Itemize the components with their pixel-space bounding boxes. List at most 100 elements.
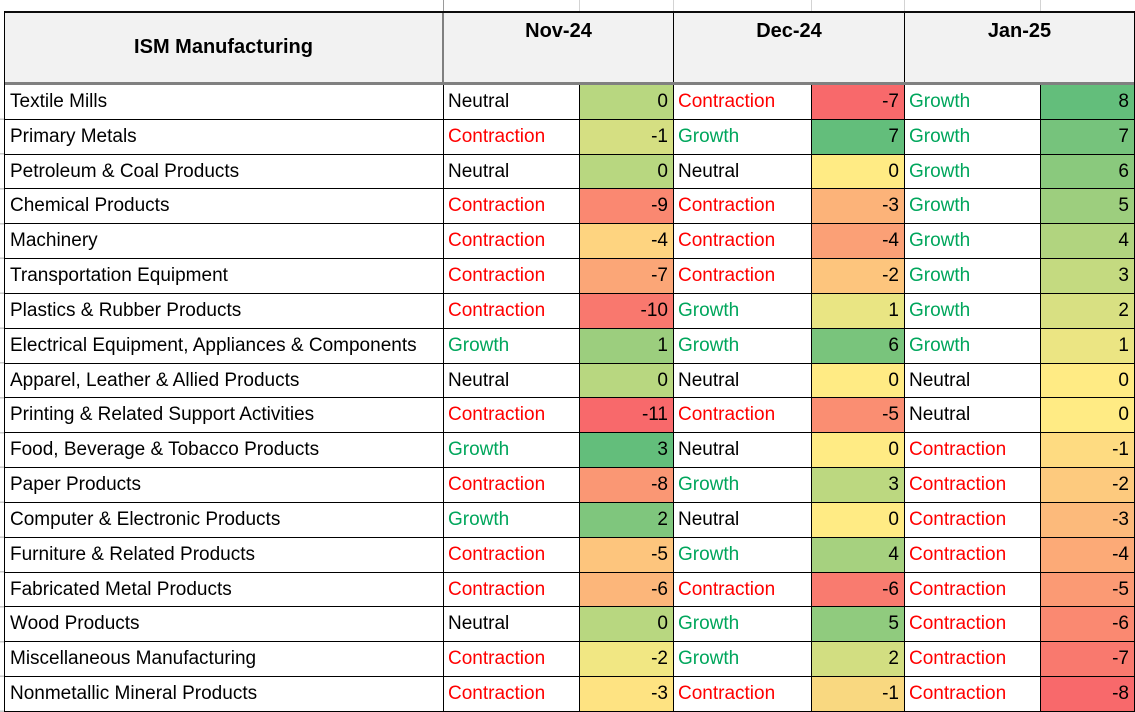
value-cell-dec24[interactable]: -3: [812, 189, 905, 224]
value-cell-nov24[interactable]: -2: [580, 642, 674, 677]
status-cell-dec24[interactable]: Neutral: [674, 154, 812, 189]
month-header-nov24[interactable]: Nov-24: [444, 13, 674, 82]
status-cell-jan25[interactable]: Growth: [905, 154, 1041, 189]
value-cell-jan25[interactable]: -6: [1041, 607, 1134, 642]
value-cell-dec24[interactable]: -4: [812, 224, 905, 259]
status-cell-jan25[interactable]: Neutral: [905, 363, 1041, 398]
value-cell-jan25[interactable]: -8: [1041, 677, 1134, 711]
product-cell[interactable]: Fabricated Metal Products: [5, 572, 444, 607]
status-cell-nov24[interactable]: Neutral: [444, 607, 580, 642]
status-cell-dec24[interactable]: Growth: [674, 468, 812, 502]
status-cell-nov24[interactable]: Contraction: [444, 572, 580, 607]
value-cell-dec24[interactable]: 0: [812, 154, 905, 189]
status-cell-dec24[interactable]: Growth: [674, 642, 812, 677]
status-cell-jan25[interactable]: Contraction: [905, 468, 1041, 502]
product-cell[interactable]: Furniture & Related Products: [5, 537, 444, 572]
table-title-cell[interactable]: ISM Manufacturing: [5, 13, 444, 82]
value-cell-jan25[interactable]: 8: [1041, 85, 1134, 119]
value-cell-dec24[interactable]: 0: [812, 363, 905, 398]
product-cell[interactable]: Miscellaneous Manufacturing: [5, 642, 444, 677]
status-cell-jan25[interactable]: Growth: [905, 328, 1041, 363]
status-cell-nov24[interactable]: Neutral: [444, 363, 580, 398]
product-cell[interactable]: Textile Mills: [5, 85, 444, 119]
status-cell-jan25[interactable]: Growth: [905, 85, 1041, 119]
status-cell-dec24[interactable]: Growth: [674, 119, 812, 154]
value-cell-dec24[interactable]: 0: [812, 502, 905, 537]
value-cell-nov24[interactable]: -8: [580, 468, 674, 502]
value-cell-dec24[interactable]: -5: [812, 398, 905, 433]
product-cell[interactable]: Plastics & Rubber Products: [5, 293, 444, 328]
value-cell-jan25[interactable]: 5: [1041, 189, 1134, 224]
status-cell-jan25[interactable]: Contraction: [905, 607, 1041, 642]
status-cell-nov24[interactable]: Neutral: [444, 154, 580, 189]
status-cell-nov24[interactable]: Growth: [444, 328, 580, 363]
value-cell-jan25[interactable]: 0: [1041, 398, 1134, 433]
product-cell[interactable]: Paper Products: [5, 468, 444, 502]
status-cell-jan25[interactable]: Contraction: [905, 677, 1041, 711]
status-cell-nov24[interactable]: Contraction: [444, 537, 580, 572]
value-cell-jan25[interactable]: 0: [1041, 363, 1134, 398]
value-cell-nov24[interactable]: 0: [580, 363, 674, 398]
value-cell-dec24[interactable]: 5: [812, 607, 905, 642]
status-cell-nov24[interactable]: Contraction: [444, 259, 580, 293]
value-cell-nov24[interactable]: 0: [580, 607, 674, 642]
product-cell[interactable]: Petroleum & Coal Products: [5, 154, 444, 189]
value-cell-dec24[interactable]: -6: [812, 572, 905, 607]
status-cell-dec24[interactable]: Contraction: [674, 224, 812, 259]
value-cell-jan25[interactable]: -4: [1041, 537, 1134, 572]
status-cell-nov24[interactable]: Contraction: [444, 119, 580, 154]
value-cell-dec24[interactable]: 4: [812, 537, 905, 572]
value-cell-dec24[interactable]: -7: [812, 85, 905, 119]
value-cell-nov24[interactable]: -10: [580, 293, 674, 328]
status-cell-jan25[interactable]: Neutral: [905, 398, 1041, 433]
value-cell-dec24[interactable]: -2: [812, 259, 905, 293]
value-cell-jan25[interactable]: -1: [1041, 433, 1134, 468]
value-cell-nov24[interactable]: -5: [580, 537, 674, 572]
value-cell-nov24[interactable]: -9: [580, 189, 674, 224]
status-cell-jan25[interactable]: Growth: [905, 119, 1041, 154]
status-cell-nov24[interactable]: Contraction: [444, 642, 580, 677]
value-cell-dec24[interactable]: 6: [812, 328, 905, 363]
status-cell-jan25[interactable]: Growth: [905, 224, 1041, 259]
status-cell-jan25[interactable]: Growth: [905, 259, 1041, 293]
status-cell-nov24[interactable]: Contraction: [444, 224, 580, 259]
status-cell-dec24[interactable]: Growth: [674, 293, 812, 328]
value-cell-nov24[interactable]: -7: [580, 259, 674, 293]
product-cell[interactable]: Wood Products: [5, 607, 444, 642]
status-cell-nov24[interactable]: Contraction: [444, 677, 580, 711]
value-cell-nov24[interactable]: -6: [580, 572, 674, 607]
value-cell-nov24[interactable]: 3: [580, 433, 674, 468]
value-cell-nov24[interactable]: -3: [580, 677, 674, 711]
product-cell[interactable]: Chemical Products: [5, 189, 444, 224]
product-cell[interactable]: Nonmetallic Mineral Products: [5, 677, 444, 711]
month-header-dec24[interactable]: Dec-24: [674, 13, 905, 82]
value-cell-jan25[interactable]: 7: [1041, 119, 1134, 154]
value-cell-dec24[interactable]: 7: [812, 119, 905, 154]
value-cell-nov24[interactable]: -11: [580, 398, 674, 433]
status-cell-dec24[interactable]: Growth: [674, 607, 812, 642]
value-cell-dec24[interactable]: 1: [812, 293, 905, 328]
status-cell-nov24[interactable]: Contraction: [444, 398, 580, 433]
status-cell-dec24[interactable]: Contraction: [674, 572, 812, 607]
status-cell-jan25[interactable]: Contraction: [905, 502, 1041, 537]
value-cell-nov24[interactable]: 0: [580, 85, 674, 119]
value-cell-dec24[interactable]: 2: [812, 642, 905, 677]
status-cell-dec24[interactable]: Growth: [674, 328, 812, 363]
status-cell-jan25[interactable]: Contraction: [905, 537, 1041, 572]
status-cell-dec24[interactable]: Neutral: [674, 363, 812, 398]
value-cell-nov24[interactable]: 2: [580, 502, 674, 537]
value-cell-jan25[interactable]: 4: [1041, 224, 1134, 259]
status-cell-dec24[interactable]: Growth: [674, 537, 812, 572]
value-cell-jan25[interactable]: -3: [1041, 502, 1134, 537]
value-cell-jan25[interactable]: 3: [1041, 259, 1134, 293]
value-cell-nov24[interactable]: -4: [580, 224, 674, 259]
value-cell-jan25[interactable]: -7: [1041, 642, 1134, 677]
status-cell-jan25[interactable]: Contraction: [905, 642, 1041, 677]
month-header-jan25[interactable]: Jan-25: [905, 13, 1134, 82]
status-cell-dec24[interactable]: Contraction: [674, 85, 812, 119]
product-cell[interactable]: Primary Metals: [5, 119, 444, 154]
status-cell-jan25[interactable]: Contraction: [905, 572, 1041, 607]
value-cell-jan25[interactable]: -5: [1041, 572, 1134, 607]
value-cell-jan25[interactable]: 2: [1041, 293, 1134, 328]
product-cell[interactable]: Printing & Related Support Activities: [5, 398, 444, 433]
